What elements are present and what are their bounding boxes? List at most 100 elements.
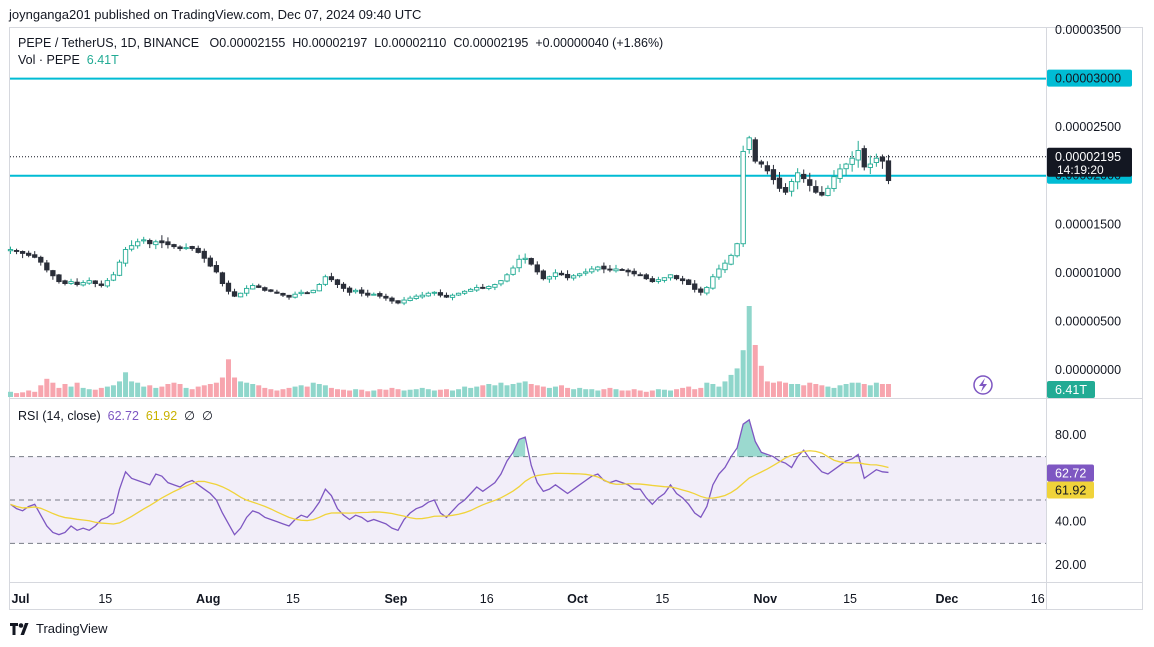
candle [443, 292, 450, 299]
candle-body [365, 292, 371, 296]
candle-body [492, 284, 498, 288]
candle [431, 291, 437, 296]
candle-body [849, 157, 855, 165]
candle-body [425, 292, 431, 297]
candle-body [280, 292, 286, 296]
volume-bar [540, 386, 546, 397]
candle [673, 274, 680, 281]
candle-body [371, 293, 377, 296]
rsi-tick-label: 80.00 [1055, 428, 1086, 442]
candle-body [619, 269, 625, 271]
candle-body [141, 239, 147, 242]
volume-bar [710, 384, 716, 397]
open-label: O [209, 36, 220, 50]
candle [813, 180, 819, 194]
volume-bar [365, 391, 371, 397]
volume-bar [595, 390, 601, 397]
candle-body [298, 291, 304, 295]
candle [153, 239, 159, 250]
volume-bar [686, 386, 692, 397]
volume-bar [425, 389, 431, 397]
volume-bar [667, 390, 673, 397]
volume-bar [807, 382, 813, 397]
volume-bar [722, 381, 728, 397]
volume-bar [244, 382, 250, 397]
candle [92, 280, 98, 288]
volume-bar [347, 390, 353, 397]
candle-body [431, 291, 437, 294]
volume-bar [674, 389, 680, 397]
volume-bar [661, 389, 667, 397]
time-tick-label: Nov [753, 592, 777, 606]
volume-bar [843, 384, 849, 397]
high-value: 0.00002197 [301, 36, 368, 50]
candle [56, 273, 62, 284]
candle [831, 170, 837, 192]
candle [38, 255, 44, 266]
close-value: 0.00002195 [462, 36, 529, 50]
candle-body [704, 286, 710, 294]
candle-body [413, 295, 419, 299]
volume-bar [62, 384, 68, 397]
candle-body [92, 280, 98, 284]
volume-bar [867, 385, 873, 397]
volume-tag [1047, 381, 1095, 398]
candle-body [764, 165, 771, 172]
candle [807, 172, 813, 192]
candle [655, 276, 662, 284]
candle [310, 289, 316, 294]
candle [207, 255, 213, 268]
price-tick-label: 0.00003500 [1055, 23, 1121, 37]
candle-body [637, 274, 643, 277]
candle-body [50, 270, 56, 277]
candle-body [110, 274, 117, 281]
candle-body [274, 291, 280, 294]
candle [546, 275, 553, 283]
candle [867, 155, 873, 175]
volume-bar [80, 387, 86, 397]
candle-body [455, 292, 462, 296]
volume-bar [613, 389, 619, 397]
rsi-line [10, 418, 889, 536]
volume-bar [359, 389, 365, 397]
volume-bar [861, 384, 867, 397]
candle-body [231, 291, 238, 297]
candle [377, 291, 383, 299]
candle-body [528, 258, 534, 265]
candle-body [564, 273, 571, 279]
volume-bar [819, 385, 825, 397]
time-tick-label: Oct [567, 592, 589, 606]
candle [13, 248, 20, 255]
volume-bar [437, 389, 443, 397]
volume-bar [250, 384, 256, 397]
candle [437, 289, 444, 298]
candle-body [461, 290, 468, 294]
candle [595, 265, 601, 272]
candle-body [692, 283, 698, 290]
candle [649, 276, 655, 283]
volume-bar [238, 381, 244, 397]
volume-bar [129, 381, 135, 397]
candle-body [546, 276, 553, 280]
volume-bar [74, 382, 80, 397]
candle-body [322, 276, 329, 285]
candle-body [407, 297, 413, 301]
volume-bar [419, 387, 425, 397]
volume-bar [334, 389, 340, 397]
candle [122, 246, 129, 267]
candle-body [62, 280, 68, 284]
candle [86, 277, 92, 285]
volume-bar [589, 389, 595, 397]
time-tick-label: 15 [98, 592, 112, 606]
volume-bar [92, 389, 98, 397]
candle-body [595, 266, 601, 271]
price-tick-label: 0.00000500 [1055, 314, 1121, 328]
candle [698, 286, 704, 296]
rsi-label: RSI (14, close) [18, 409, 101, 423]
candle [213, 261, 220, 274]
candle [516, 254, 522, 273]
candle-body [468, 288, 474, 292]
volume-bar [26, 390, 32, 397]
candle [292, 291, 298, 299]
